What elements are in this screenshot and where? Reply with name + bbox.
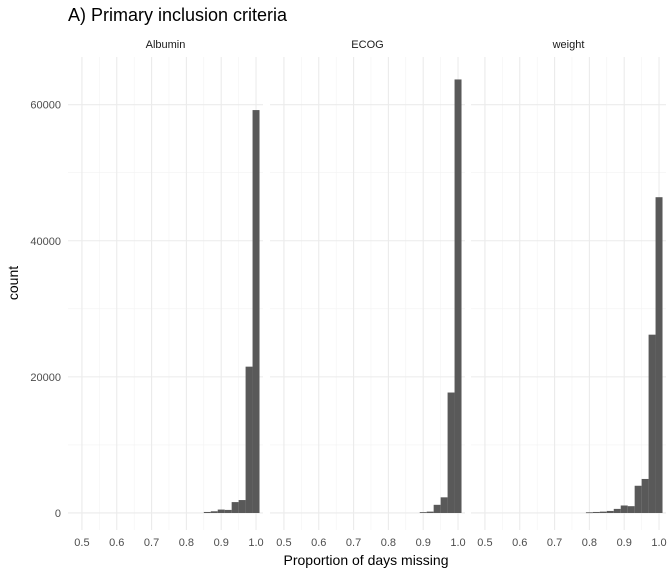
histogram-bar (634, 485, 642, 513)
histogram-bar (599, 511, 607, 513)
histogram-bar (440, 497, 448, 513)
x-tick-label: 0.7 (346, 537, 361, 549)
histogram-bar (454, 79, 462, 513)
histogram-bar (231, 502, 239, 513)
facet-panels: Albumin 0.5 0.6 0.7 0.8 0.9 1.0 ECOG 0.5 0.6 0.7 0.… (68, 39, 667, 549)
x-tick-label: 0.7 (547, 537, 562, 549)
histogram-bar (606, 510, 614, 513)
x-tick-label: 1.0 (651, 537, 666, 549)
histogram-bar (238, 500, 246, 513)
histogram-bar (648, 334, 656, 513)
y-tick-label: 60000 (30, 100, 61, 112)
histogram-bar (252, 110, 260, 513)
histogram-bar (585, 512, 593, 514)
facet-panel-ecog: ECOG 0.5 0.6 0.7 0.8 0.9 1.0 (270, 39, 466, 549)
y-axis-ticks: 0 20000 40000 60000 (30, 100, 61, 520)
x-tick-label: 0.9 (416, 537, 431, 549)
facet-label: ECOG (351, 39, 383, 51)
x-tick-label: 0.8 (582, 537, 597, 549)
histogram-bar (613, 508, 621, 513)
x-tick-label: 1.0 (450, 537, 465, 549)
histogram-bar (203, 511, 211, 513)
histogram-bar (224, 509, 232, 513)
histogram-bar (620, 505, 628, 513)
x-tick-label: 0.6 (512, 537, 527, 549)
x-axis-label: Proportion of days missing (284, 552, 449, 568)
facet-panel-weight: weight 0.5 0.6 0.7 0.8 0.9 1.0 (471, 39, 667, 549)
x-tick-label: 0.7 (144, 537, 159, 549)
histogram-bar (641, 478, 649, 513)
x-tick-label: 1.0 (248, 537, 263, 549)
histogram-bar (655, 197, 663, 513)
facet-label: weight (552, 39, 585, 51)
x-tick-label: 0.5 (276, 537, 291, 549)
y-tick-label: 40000 (30, 236, 61, 248)
y-tick-label: 20000 (30, 372, 61, 384)
x-tick-label: 0.6 (109, 537, 124, 549)
histogram-bar (426, 511, 434, 513)
histogram-bar (217, 509, 225, 513)
x-tick-label: 0.9 (617, 537, 632, 549)
histogram-bar (210, 511, 218, 513)
histogram-bar (433, 504, 441, 513)
x-tick-label: 0.8 (179, 537, 194, 549)
histogram-bar (627, 506, 635, 513)
x-tick-label: 0.5 (74, 537, 89, 549)
x-tick-label: 0.6 (311, 537, 326, 549)
x-tick-label: 0.9 (214, 537, 229, 549)
histogram-bar (592, 511, 600, 513)
facet-panel-albumin: Albumin 0.5 0.6 0.7 0.8 0.9 1.0 (68, 39, 264, 549)
x-tick-label: 0.8 (381, 537, 396, 549)
histogram-bar (447, 392, 455, 513)
histogram-bar (245, 366, 253, 513)
y-axis-label: count (5, 266, 21, 300)
histogram-bar (419, 512, 427, 513)
y-tick-label: 0 (55, 508, 61, 520)
x-tick-label: 0.5 (477, 537, 492, 549)
chart-title: A) Primary inclusion criteria (68, 5, 288, 25)
facet-label: Albumin (146, 39, 186, 51)
